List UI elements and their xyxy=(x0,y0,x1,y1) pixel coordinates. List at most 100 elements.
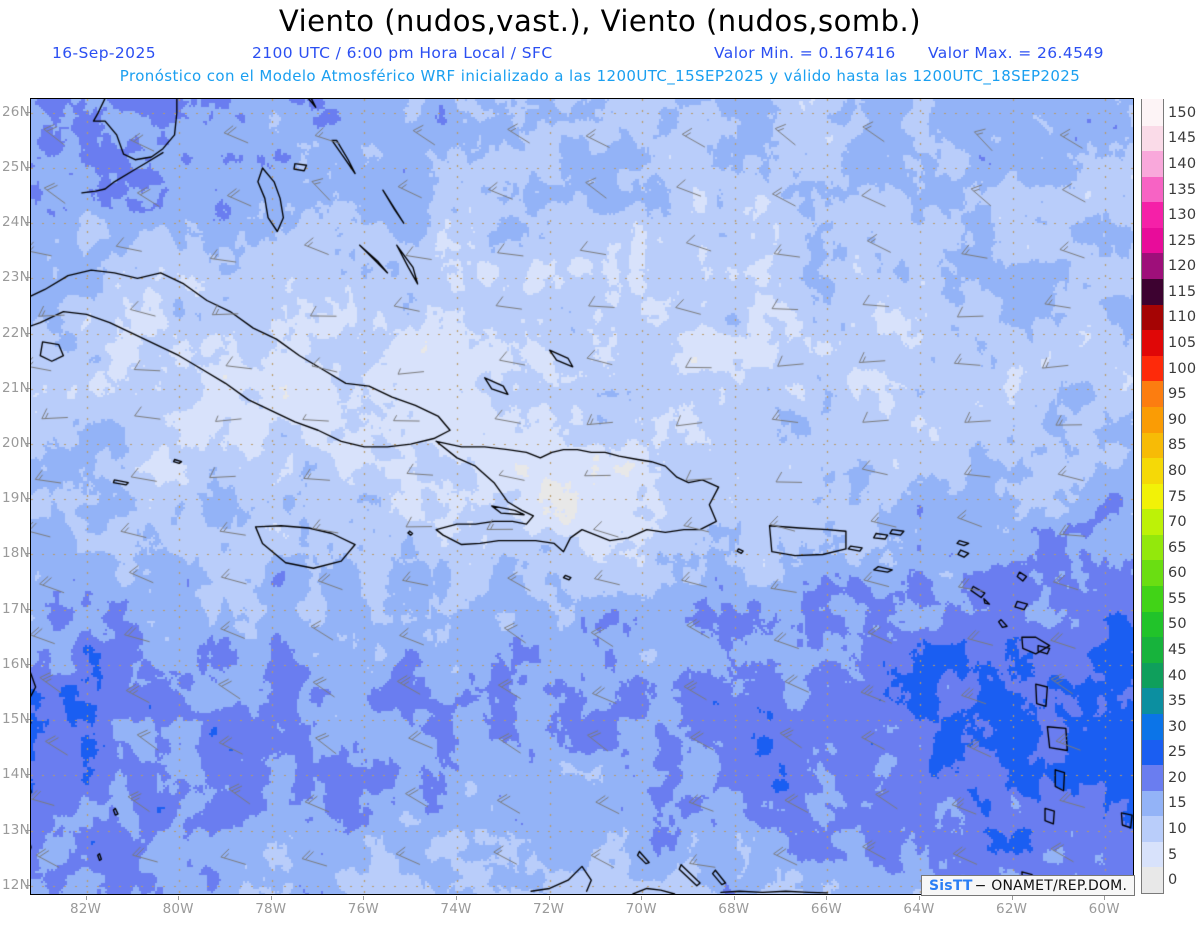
colorbar-tick-label: 130 xyxy=(1168,207,1197,224)
colorbar-segment xyxy=(1142,457,1163,484)
colorbar-tick-label: 40 xyxy=(1168,667,1187,684)
y-axis-tick xyxy=(26,277,30,279)
y-axis-tick xyxy=(26,222,30,224)
colorbar-segment xyxy=(1142,252,1163,280)
x-axis-tick xyxy=(85,896,87,900)
y-axis-label: 23N xyxy=(2,269,30,286)
colorbar-segment xyxy=(1142,841,1163,868)
y-axis-label: 16N xyxy=(2,655,30,672)
colorbar-tick-label: 80 xyxy=(1168,462,1187,479)
y-axis-tick xyxy=(26,774,30,776)
y-axis-label: 21N xyxy=(2,379,30,396)
sistt-logo: SisTT xyxy=(929,877,973,894)
chart-header: Viento (nudos,vast.), Viento (nudos,somb… xyxy=(0,0,1200,92)
x-axis-label: 82W xyxy=(69,901,102,917)
colorbar-tick-label: 30 xyxy=(1168,718,1187,735)
colorbar-tick-label: 115 xyxy=(1168,283,1197,300)
x-axis-tick xyxy=(270,896,272,900)
x-axis-tick xyxy=(826,896,828,900)
y-axis-label: 25N xyxy=(2,159,30,175)
x-axis-label: 76W xyxy=(347,901,379,917)
x-axis-tick xyxy=(733,896,735,900)
x-axis-tick xyxy=(363,896,365,900)
wind-field-canvas xyxy=(31,99,1133,894)
colorbar-segment xyxy=(1142,278,1163,305)
colorbar-tick-label: 15 xyxy=(1168,795,1187,812)
colorbar-tick-label: 20 xyxy=(1168,769,1187,786)
y-axis-tick xyxy=(26,387,30,389)
x-axis-label: 60W xyxy=(1088,901,1120,917)
colorbar-tick-label: 75 xyxy=(1168,488,1187,505)
y-axis-label: 12N xyxy=(2,876,30,893)
colorbar-segment xyxy=(1142,738,1163,766)
colorbar-segment xyxy=(1142,406,1163,433)
y-axis-tick xyxy=(26,608,30,610)
y-axis-tick xyxy=(26,332,30,334)
y-axis-label: 18N xyxy=(2,545,30,562)
colorbar-segment xyxy=(1142,304,1163,331)
colorbar-segment xyxy=(1142,176,1163,203)
y-axis-tick xyxy=(26,553,30,555)
colorbar-segment xyxy=(1142,585,1163,612)
x-axis-tick xyxy=(455,896,457,900)
attribution-badge: SisTT − ONAMET/REP.DOM. xyxy=(921,875,1136,896)
colorbar-tick-label: 5 xyxy=(1168,846,1178,863)
colorbar-segment xyxy=(1142,611,1163,638)
colorbar-tick-label: 10 xyxy=(1168,821,1187,838)
colorbar-segment xyxy=(1142,790,1163,817)
subtitle-line-2: Pronóstico con el Modelo Atmosférico WRF… xyxy=(0,67,1200,85)
colorbar-tick-label: 0 xyxy=(1168,872,1178,889)
x-axis-tick xyxy=(178,896,180,900)
x-axis-label: 70W xyxy=(625,901,657,917)
colorbar-tick-label: 135 xyxy=(1168,181,1197,198)
colorbar-segment xyxy=(1142,431,1163,459)
y-axis-label: 24N xyxy=(2,214,30,231)
x-axis-tick xyxy=(1104,896,1106,900)
forecast-date: 16-Sep-2025 xyxy=(52,44,156,62)
x-axis-label: 68W xyxy=(718,901,750,917)
colorbar-tick-label: 55 xyxy=(1168,590,1187,607)
x-axis-label: 62W xyxy=(996,901,1028,917)
colorbar-segment xyxy=(1142,355,1163,382)
colorbar-segment xyxy=(1142,534,1163,561)
y-axis-tick xyxy=(26,884,30,886)
colorbar-segment xyxy=(1142,662,1163,689)
y-axis-tick xyxy=(26,167,30,168)
colorbar-segment xyxy=(1142,866,1163,893)
colorbar-segment xyxy=(1142,99,1163,126)
y-axis-label: 22N xyxy=(2,324,30,341)
colorbar-tick-label: 25 xyxy=(1168,744,1187,761)
colorbar-segment xyxy=(1142,380,1163,407)
x-axis-label: 66W xyxy=(810,901,842,917)
y-axis-tick xyxy=(26,498,30,500)
y-axis-label: 15N xyxy=(2,711,30,728)
x-axis-label: 80W xyxy=(162,901,194,917)
y-axis-label: 13N xyxy=(2,821,30,838)
page-title: Viento (nudos,vast.), Viento (nudos,somb… xyxy=(278,4,922,38)
colorbar-segment xyxy=(1142,329,1163,356)
attribution-text: − ONAMET/REP.DOM. xyxy=(974,877,1128,894)
colorbar-tick-label: 120 xyxy=(1168,258,1197,275)
colorbar-segment xyxy=(1142,508,1163,535)
colorbar-tick-label: 100 xyxy=(1168,360,1197,377)
y-axis-tick xyxy=(26,719,30,721)
colorbar-segment xyxy=(1142,201,1163,228)
colorbar-segment xyxy=(1142,713,1163,740)
x-axis-label: 64W xyxy=(903,901,935,917)
y-axis-label: 19N xyxy=(2,490,30,507)
colorbar-segment xyxy=(1142,764,1163,791)
colorbar-tick-label: 110 xyxy=(1168,309,1197,326)
x-axis-tick xyxy=(548,896,550,900)
colorbar-tick-label: 70 xyxy=(1168,514,1187,531)
y-axis-label: 17N xyxy=(2,600,30,617)
x-axis-tick xyxy=(1011,896,1013,900)
model-note: Pronóstico con el Modelo Atmosférico WRF… xyxy=(119,67,1081,85)
colorbar-tick-label: 50 xyxy=(1168,616,1187,633)
colorbar-tick-label: 140 xyxy=(1168,155,1197,172)
colorbar-segment xyxy=(1142,559,1163,587)
x-axis-tick xyxy=(919,896,920,900)
colorbar-segment xyxy=(1142,227,1163,254)
colorbar-tick-label: 125 xyxy=(1168,232,1197,249)
x-axis-tick xyxy=(641,896,643,900)
y-axis-label: 26N xyxy=(2,103,30,120)
